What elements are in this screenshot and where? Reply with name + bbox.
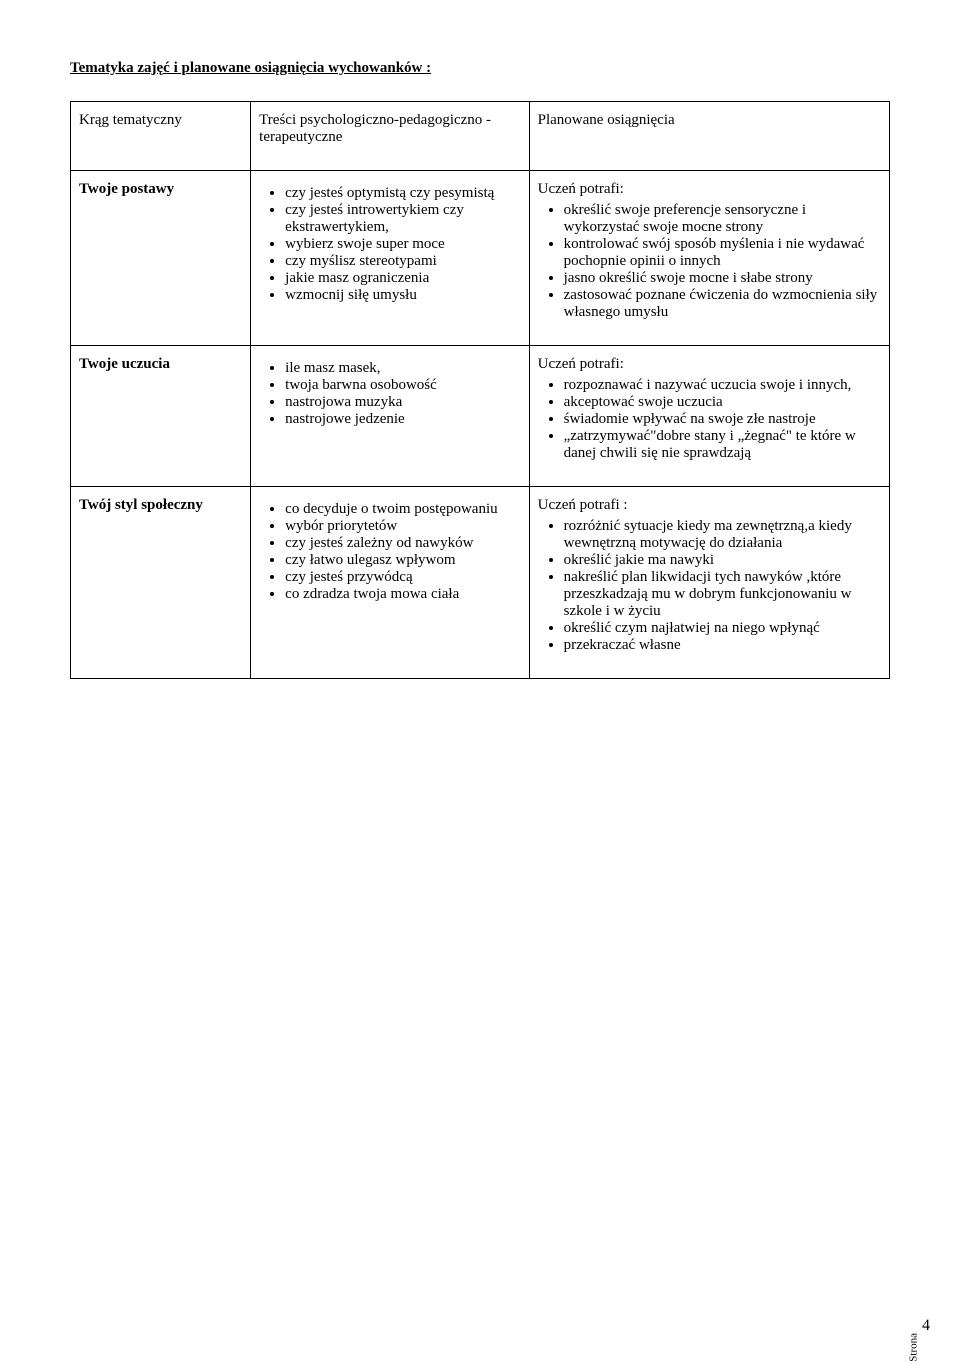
row-topic: Twój styl społeczny <box>71 487 251 679</box>
list-item: świadomie wpływać na swoje złe nastroje <box>564 411 881 428</box>
list-item: rozróżnić sytuacje kiedy ma zewnętrzną,a… <box>564 518 881 552</box>
row-topic: Twoje uczucia <box>71 346 251 487</box>
list-item: kontrolować swój sposób myślenia i nie w… <box>564 236 881 270</box>
table-row: Twój styl społeczny co decyduje o twoim … <box>71 487 890 679</box>
page-number-label: Strona <box>908 1333 920 1362</box>
page-number: Strona4 <box>891 1317 930 1335</box>
list-item: wybór priorytetów <box>285 518 520 535</box>
outcome-lead: Uczeń potrafi: <box>538 356 881 373</box>
list-item: rozpoznawać i nazywać uczucia swoje i in… <box>564 377 881 394</box>
page-number-value: 4 <box>922 1317 930 1334</box>
table-row: Twoje postawy czy jesteś optymistą czy p… <box>71 171 890 346</box>
contents-list: ile masz masek, twoja barwna osobowość n… <box>259 360 520 428</box>
list-item: przekraczać własne <box>564 637 881 654</box>
list-item: czy łatwo ulegasz wpływom <box>285 552 520 569</box>
row-contents: ile masz masek, twoja barwna osobowość n… <box>251 346 529 487</box>
list-item: wzmocnij siłę umysłu <box>285 287 520 304</box>
list-item: co zdradza twoja mowa ciała <box>285 586 520 603</box>
list-item: czy jesteś introwertykiem czy ekstrawert… <box>285 202 520 236</box>
document-title: Tematyka zajęć i planowane osiągnięcia w… <box>70 60 890 77</box>
curriculum-table: Krąg tematyczny Treści psychologiczno-pe… <box>70 101 890 679</box>
contents-list: co decyduje o twoim postępowaniu wybór p… <box>259 501 520 603</box>
list-item: czy myślisz stereotypami <box>285 253 520 270</box>
list-item: jasno określić swoje mocne i słabe stron… <box>564 270 881 287</box>
table-header-row: Krąg tematyczny Treści psychologiczno-pe… <box>71 102 890 171</box>
list-item: nastrojowe jedzenie <box>285 411 520 428</box>
list-item: czy jesteś przywódcą <box>285 569 520 586</box>
header-col3: Planowane osiągnięcia <box>529 102 889 171</box>
row-contents: co decyduje o twoim postępowaniu wybór p… <box>251 487 529 679</box>
outcome-lead: Uczeń potrafi: <box>538 181 881 198</box>
list-item: nastrojowa muzyka <box>285 394 520 411</box>
list-item: czy jesteś optymistą czy pesymistą <box>285 185 520 202</box>
list-item: określić jakie ma nawyki <box>564 552 881 569</box>
list-item: jakie masz ograniczenia <box>285 270 520 287</box>
list-item: określić czym najłatwiej na niego wpłyną… <box>564 620 881 637</box>
list-item: nakreślić plan likwidacji tych nawyków ,… <box>564 569 881 620</box>
list-item: zastosować poznane ćwiczenia do wzmocnie… <box>564 287 881 321</box>
header-col2: Treści psychologiczno-pedagogiczno - ter… <box>251 102 529 171</box>
list-item: „zatrzymywać"dobre stany i „żegnać" te k… <box>564 428 881 462</box>
list-item: określić swoje preferencje sensoryczne i… <box>564 202 881 236</box>
list-item: twoja barwna osobowość <box>285 377 520 394</box>
outcome-lead: Uczeń potrafi : <box>538 497 881 514</box>
table-row: Twoje uczucia ile masz masek, twoja barw… <box>71 346 890 487</box>
row-contents: czy jesteś optymistą czy pesymistą czy j… <box>251 171 529 346</box>
list-item: czy jesteś zależny od nawyków <box>285 535 520 552</box>
row-outcomes: Uczeń potrafi: rozpoznawać i nazywać ucz… <box>529 346 889 487</box>
outcomes-list: rozróżnić sytuacje kiedy ma zewnętrzną,a… <box>538 518 881 654</box>
outcomes-list: rozpoznawać i nazywać uczucia swoje i in… <box>538 377 881 462</box>
list-item: wybierz swoje super moce <box>285 236 520 253</box>
list-item: co decyduje o twoim postępowaniu <box>285 501 520 518</box>
outcomes-list: określić swoje preferencje sensoryczne i… <box>538 202 881 321</box>
page: Tematyka zajęć i planowane osiągnięcia w… <box>0 0 960 1365</box>
row-topic: Twoje postawy <box>71 171 251 346</box>
list-item: ile masz masek, <box>285 360 520 377</box>
contents-list: czy jesteś optymistą czy pesymistą czy j… <box>259 185 520 304</box>
row-outcomes: Uczeń potrafi : rozróżnić sytuacje kiedy… <box>529 487 889 679</box>
header-col1: Krąg tematyczny <box>71 102 251 171</box>
list-item: akceptować swoje uczucia <box>564 394 881 411</box>
row-outcomes: Uczeń potrafi: określić swoje preferencj… <box>529 171 889 346</box>
